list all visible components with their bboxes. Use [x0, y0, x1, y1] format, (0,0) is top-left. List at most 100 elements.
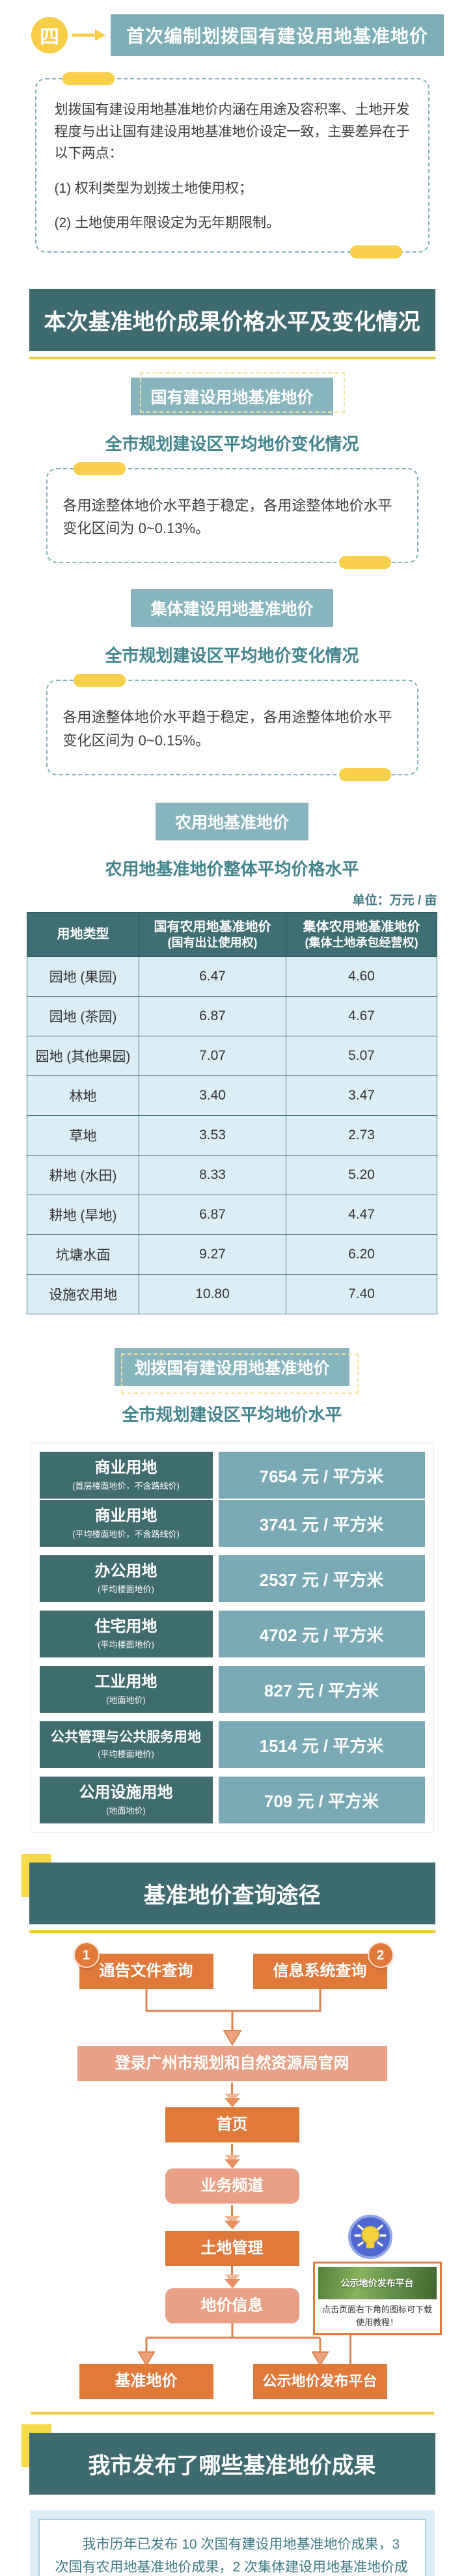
land-use-name: 办公用地 [94, 1562, 157, 1581]
collective-note-box: 各用途整体地价水平趋于稳定，各用途整体地价水平变化区间为 0~0.15%。 [46, 674, 418, 781]
state-owned-note: 各用途整体地价水平趋于稳定，各用途整体地价水平变化区间为 0~0.13%。 [62, 497, 392, 537]
col-header-state-main: 国有农用地基准地价 [154, 919, 271, 934]
land-use-name: 公用设施用地 [79, 1784, 173, 1802]
price-row: 商业用地 (首层楼面地价，不含路线价) 7654 元 / 平方米 [39, 1452, 425, 1499]
query-section-title: 基准地价查询途径 [29, 1863, 435, 1925]
yellow-pill-decor [62, 72, 115, 85]
results-banner-wrap: 本次基准地价成果价格水平及变化情况 [29, 288, 435, 359]
table-header-row: 用地类型 国有农用地基准地价 (国有出让使用权) 集体农用地基准地价 (集体土地承包… [27, 911, 437, 958]
intro-paragraph: 划拨国有建设用地基准地价内涵在用途及容积率、土地开发程度与出让国有建设用地基准地… [54, 102, 410, 161]
section4-title-banner: 首次编制划拨国有建设用地基准地价 [111, 14, 444, 56]
flow-merge-connector [145, 1989, 321, 2047]
land-use-name: 住宅用地 [94, 1618, 157, 1636]
state-owned-banner: 国有建设用地基准地价 [131, 372, 345, 415]
yellow-pill-decor [349, 245, 402, 258]
section-divider [30, 2412, 434, 2415]
land-use-subnote: (平均楼面地价) [98, 1639, 154, 1650]
cell-land-type: 园地 (茶园) [27, 996, 139, 1037]
flow-node-homepage: 首页 [165, 2107, 299, 2143]
price-value: 2537 元 / 平方米 [218, 1555, 425, 1603]
tip-card: 公示地价发布平台 点击页面右下角的图标可下载使用教程！ [312, 2262, 442, 2336]
cell-state-price: 9.27 [139, 1234, 286, 1275]
price-row: 公用设施用地 (地面地价) 709 元 / 平方米 [39, 1777, 425, 1824]
table-row: 草地 3.53 2.73 [27, 1115, 437, 1156]
cell-land-type: 园地 (果园) [27, 956, 139, 997]
yellow-pill-decor [73, 674, 126, 687]
flow-arrow-icon [224, 2144, 241, 2169]
cell-state-price: 8.33 [139, 1155, 286, 1196]
tip-connector-line [349, 2317, 351, 2371]
cell-state-price: 6.87 [139, 1195, 286, 1236]
allocated-price-card: 商业用地 (首层楼面地价，不含路线价) 7654 元 / 平方米 商业用地 (平均楼… [30, 1443, 434, 1833]
cell-land-type: 设施农用地 [27, 1274, 139, 1315]
cell-state-price: 3.40 [139, 1075, 286, 1116]
cell-state-price: 10.80 [139, 1274, 286, 1315]
results-section-title: 本次基准地价成果价格水平及变化情况 [29, 288, 435, 351]
section-number-badge: 四 [31, 17, 68, 53]
flow-node-website: 登录广州市规划和自然资源局官网 [77, 2046, 387, 2082]
cell-land-type: 林地 [27, 1075, 139, 1116]
cell-collective-price: 7.40 [286, 1274, 437, 1315]
flow-node-land-price-info: 地价信息 [165, 2288, 299, 2324]
price-value: 3741 元 / 平方米 [218, 1500, 425, 1547]
col-header-land-type: 用地类型 [27, 911, 139, 958]
cell-land-type: 草地 [27, 1115, 139, 1156]
cell-collective-price: 5.20 [286, 1155, 437, 1196]
table-row: 坑塘水面 9.27 6.20 [27, 1234, 437, 1275]
collective-banner: 集体建设用地基准地价 [131, 589, 333, 628]
land-use-subnote: (平均楼面地价) [98, 1584, 154, 1594]
land-use-name: 公共管理与公共服务用地 [51, 1730, 201, 1745]
table-row: 耕地 (旱地) 6.87 4.47 [27, 1195, 437, 1236]
flow-node-announcement-query: 通告文件查询 [79, 1954, 213, 1989]
table-row: 园地 (其他果园) 7.07 5.07 [27, 1036, 437, 1077]
arrow-right-icon [72, 29, 105, 41]
intro-item-1: (1) 权利类型为划拨土地使用权； [54, 180, 253, 196]
price-row: 工业用地 (地面地价) 827 元 / 平方米 [39, 1666, 425, 1713]
agricultural-banner: 农用地基准地价 [155, 802, 308, 840]
allocated-banner: 划拨国有建设用地基准地价 [115, 1348, 359, 1394]
table-row: 园地 (茶园) 6.87 4.67 [27, 996, 437, 1037]
land-use-name: 工业用地 [94, 1673, 157, 1691]
price-label: 住宅用地 (平均楼面地价) [39, 1611, 213, 1658]
flow-node-business-channel: 业务频道 [165, 2168, 299, 2204]
land-use-subnote: (平均楼面地价) [98, 1749, 154, 1760]
cell-collective-price: 5.07 [286, 1036, 437, 1077]
flow-arrow-icon [224, 2205, 241, 2230]
flow-node-info-system-query: 信息系统查询 [252, 1954, 387, 1989]
section4-header: 四 首次编制划拨国有建设用地基准地价 [31, 0, 464, 56]
price-label: 公用设施用地 (地面地价) [39, 1777, 213, 1824]
cell-state-price: 6.47 [139, 956, 286, 997]
tip-caption: 点击页面右下角的图标可下载使用教程！ [321, 2305, 432, 2327]
table-row: 设施农用地 10.80 7.40 [27, 1274, 437, 1315]
price-label: 商业用地 (首层楼面地价，不含路线价) [39, 1452, 213, 1499]
published-section-title: 我市发布了哪些基准地价成果 [29, 2433, 435, 2495]
cell-land-type: 耕地 (旱地) [27, 1195, 139, 1236]
land-use-name: 商业用地 [94, 1459, 157, 1477]
land-use-subnote: (地面地价) [106, 1695, 146, 1705]
col-header-collective-main: 集体农用地基准地价 [303, 919, 420, 934]
query-banner-wrap: 基准地价查询途径 [21, 1854, 435, 1933]
cell-state-price: 7.07 [139, 1036, 286, 1077]
cell-state-price: 6.87 [139, 996, 286, 1037]
cell-collective-price: 2.73 [286, 1115, 437, 1156]
flow-branch-connector [137, 2323, 329, 2367]
price-value: 4702 元 / 平方米 [218, 1611, 425, 1658]
price-label: 公共管理与公共服务用地 (平均楼面地价) [39, 1721, 213, 1769]
price-value: 709 元 / 平方米 [218, 1777, 425, 1824]
land-use-subnote: (平均楼面地价，不含路线价) [72, 1529, 180, 1539]
land-use-subnote: (地面地价) [106, 1805, 146, 1816]
yellow-pill-decor [338, 768, 391, 781]
cell-land-type: 耕地 (水田) [27, 1155, 139, 1196]
price-value: 7654 元 / 平方米 [218, 1452, 425, 1499]
price-row: 办公用地 (平均楼面地价) 2537 元 / 平方米 [39, 1555, 425, 1603]
collective-note: 各用途整体地价水平趋于稳定，各用途整体地价水平变化区间为 0~0.15%。 [62, 709, 392, 749]
state-owned-note-box: 各用途整体地价水平趋于稳定，各用途整体地价水平变化区间为 0~0.13%。 [46, 462, 418, 570]
yellow-pill-decor [338, 556, 391, 570]
flow-node-benchmark-price: 基准地价 [79, 2364, 213, 2400]
lightbulb-icon [348, 2215, 392, 2260]
col-header-state-sub: (国有出让使用权) [167, 935, 258, 949]
table-row: 林地 3.40 3.47 [27, 1075, 437, 1116]
price-label: 办公用地 (平均楼面地价) [39, 1555, 213, 1603]
step-number-badge: 1 [73, 1942, 100, 1969]
price-value: 1514 元 / 平方米 [218, 1721, 425, 1769]
